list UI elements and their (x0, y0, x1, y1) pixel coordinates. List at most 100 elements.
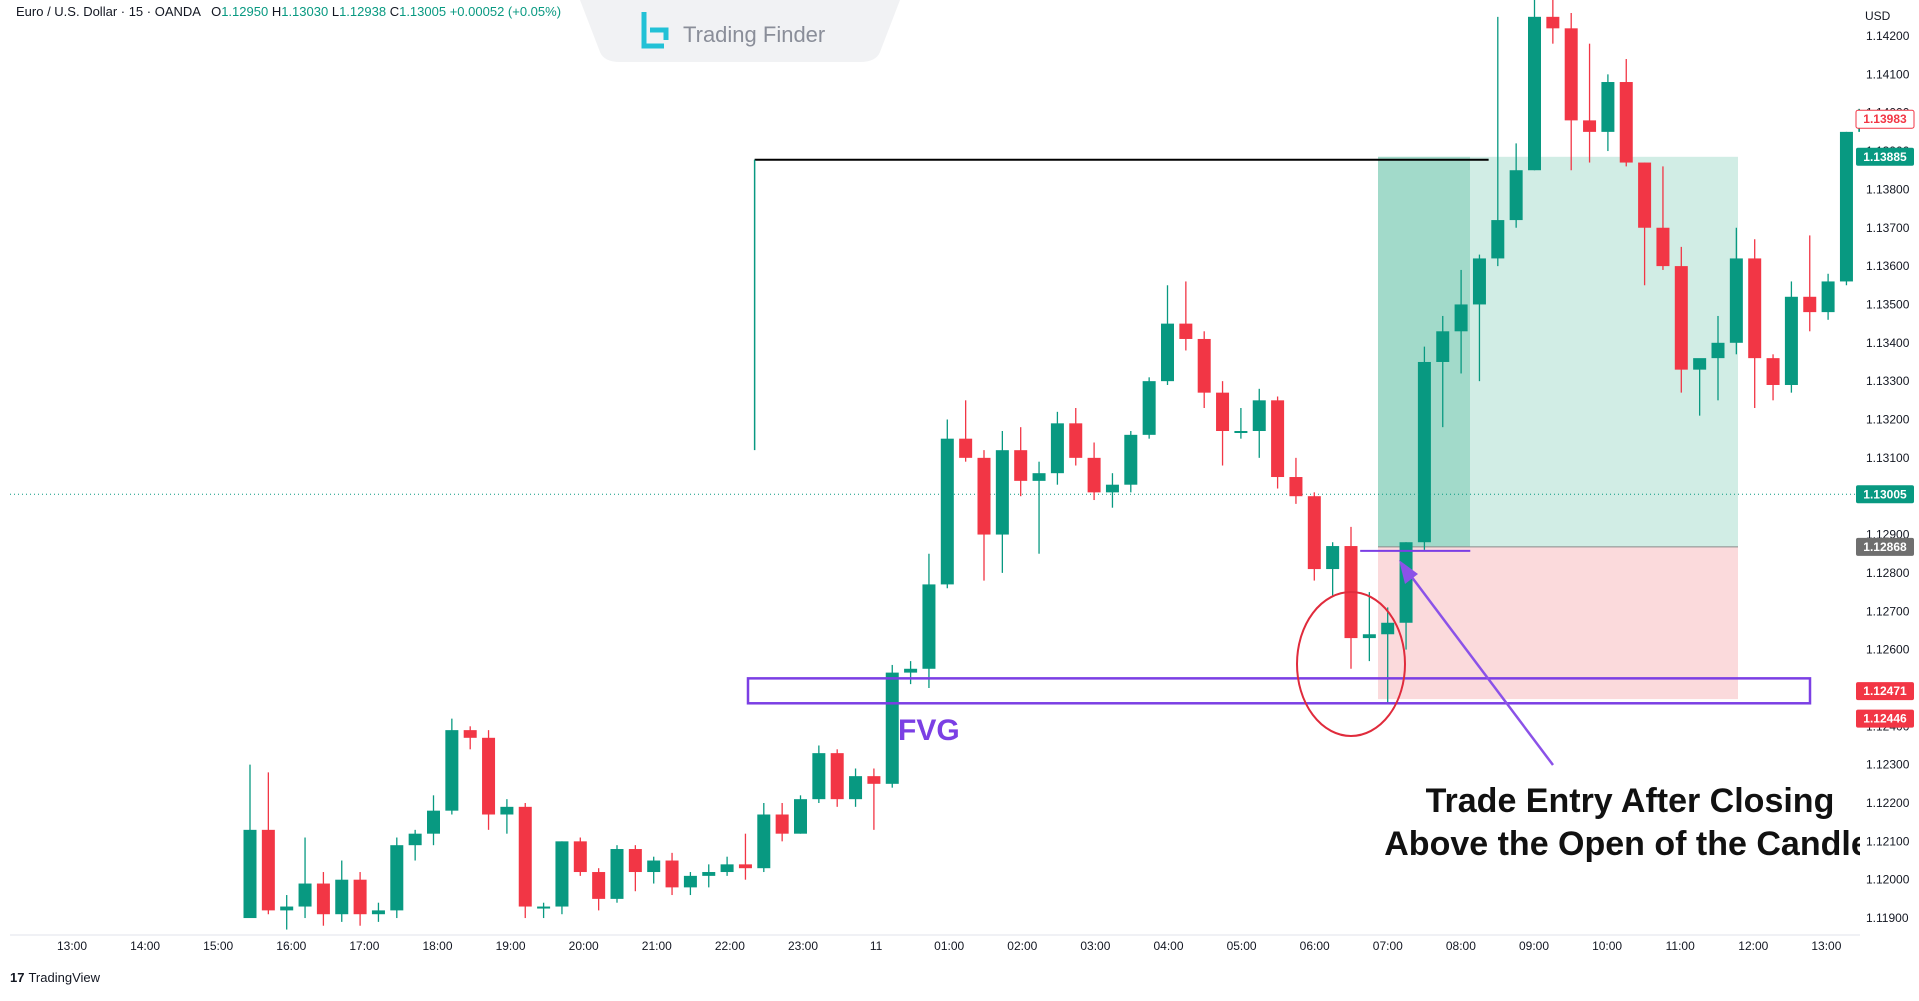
time-axis: 13:00 14:00 15:00 16:00 17:00 18:00 19:00 20:00… (10, 934, 1860, 953)
candle-body (592, 872, 606, 899)
price-label-box (1856, 485, 1914, 504)
candle (628, 845, 642, 892)
candle (1711, 315, 1725, 401)
candle-body (647, 860, 661, 873)
candle-body (1528, 16, 1541, 171)
candle-body (1766, 358, 1780, 385)
candle (1638, 162, 1652, 286)
candle (1748, 239, 1762, 408)
candle-body (1105, 484, 1119, 493)
candle-body (463, 730, 477, 738)
candle-body (1436, 331, 1450, 362)
candle-body (940, 438, 954, 585)
candle-body (1417, 361, 1431, 543)
candle-body (1179, 323, 1193, 339)
candle (1344, 526, 1358, 669)
x-tick: 11:00 (1666, 939, 1695, 953)
price-label: 1.12868 (1863, 540, 1907, 554)
candle-body (1307, 496, 1321, 570)
candle-body (1729, 258, 1743, 343)
y-tick: 1.12300 (1866, 758, 1910, 772)
candle (1069, 407, 1083, 466)
candle-body (1050, 423, 1064, 474)
candle (775, 803, 789, 842)
x-tick: 09:00 (1519, 939, 1549, 953)
candle (463, 726, 477, 750)
y-tick: 1.13800 (1866, 182, 1910, 196)
candle (1729, 227, 1743, 355)
candle-body (1601, 82, 1615, 132)
candle (1307, 492, 1321, 581)
candle (1216, 381, 1230, 466)
y-tick: 1.13200 (1866, 413, 1910, 427)
candle (1381, 607, 1395, 704)
x-tick: 12:00 (1738, 939, 1768, 953)
candle-body (849, 776, 863, 800)
x-tick: 10:00 (1592, 939, 1622, 953)
entry-circle (1296, 591, 1406, 737)
candle-body (775, 814, 789, 834)
candle-body (243, 829, 257, 919)
candle (1105, 473, 1119, 508)
tradingview-footer[interactable]: 17 TradingView (10, 970, 100, 985)
y-tick: 1.12100 (1866, 834, 1910, 848)
logo-stroke-2 (650, 27, 669, 40)
candle (1564, 12, 1578, 171)
candle (280, 895, 294, 930)
low-label: L (331, 4, 340, 19)
candle-body (1546, 16, 1560, 29)
note-line-2: Above the Open of the Candle (1384, 825, 1869, 863)
candle-body (1014, 450, 1028, 481)
y-tick: 1.12700 (1866, 604, 1910, 618)
candle-body (1289, 477, 1303, 497)
candle-body (1271, 400, 1285, 478)
candle-body (408, 833, 422, 846)
candle-body (1711, 342, 1725, 359)
candle-body (482, 737, 496, 815)
y-tick: 1.12800 (1866, 566, 1910, 580)
candle-body (500, 806, 514, 815)
candle (298, 837, 312, 919)
candle (1161, 285, 1174, 385)
candle (665, 852, 679, 896)
candle (1142, 377, 1156, 439)
level-lines (10, 158, 1860, 495)
candle (1032, 461, 1046, 554)
candle (1821, 273, 1835, 320)
candle-body (867, 776, 881, 784)
fvg-box (746, 677, 1812, 705)
candle (353, 872, 367, 926)
price-label-box (1856, 709, 1914, 728)
y-tick: 1.14200 (1866, 29, 1910, 43)
candle-body (610, 849, 624, 899)
candle (1436, 315, 1450, 428)
candle (243, 764, 257, 919)
candle-body (1619, 82, 1633, 163)
low-value: 1.12938 (339, 4, 387, 19)
x-tick: 20:00 (569, 939, 599, 953)
candle-body (1032, 473, 1046, 481)
candle (1014, 427, 1028, 497)
x-tick: 17:00 (349, 939, 379, 953)
candle-body (977, 457, 991, 535)
candle-body (1454, 304, 1468, 332)
position-zones (1378, 156, 1738, 700)
candle (830, 749, 844, 807)
candle-body (298, 883, 312, 907)
logo-stroke-1 (641, 12, 664, 49)
candle-body (904, 668, 918, 673)
candle-body (1087, 457, 1101, 493)
x-tick: 16:00 (276, 939, 306, 953)
candle (904, 661, 918, 685)
candle-body (1161, 323, 1174, 382)
candle-body (1381, 622, 1395, 635)
price-axis: USD1.142001.141001.140001.139001.138001.… (1855, 0, 1919, 996)
candle (1234, 407, 1248, 439)
candle-body (555, 841, 569, 907)
candle-body (1234, 431, 1248, 434)
price-label: 1.13005 (1863, 487, 1907, 501)
candle (1362, 592, 1376, 662)
candle-body (537, 906, 551, 909)
